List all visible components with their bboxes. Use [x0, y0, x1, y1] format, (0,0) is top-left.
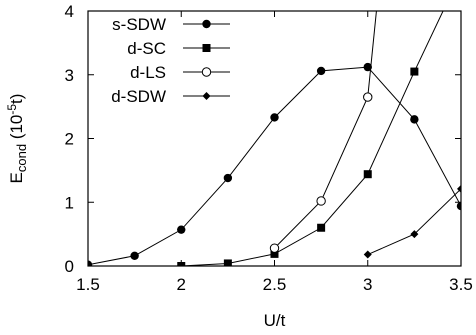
y-axis-title-base: E — [7, 172, 26, 183]
data-point — [270, 249, 279, 258]
x-tick-label: 2.5 — [263, 275, 287, 294]
y-tick-label: 0 — [65, 257, 74, 276]
x-tick-label: 3 — [363, 275, 372, 294]
data-point — [270, 113, 279, 122]
y-tick-label: 2 — [65, 130, 74, 149]
legend-item: s-SDW — [112, 15, 230, 34]
legend-item: d-LS — [130, 63, 230, 82]
legend-label: d-SC — [127, 39, 166, 58]
data-point — [457, 184, 461, 193]
y-axis-title-sub: cond — [14, 144, 29, 172]
data-point — [410, 67, 419, 76]
y-tick-label: 4 — [65, 2, 74, 21]
legend: s-SDW d-SC d-LS d-SDW — [111, 15, 230, 106]
data-point — [363, 92, 373, 102]
data-point — [177, 225, 186, 234]
data-point — [130, 251, 139, 260]
y-tick-label: 3 — [65, 66, 74, 85]
ticks-layer: 1.5 2 2.5 3 3.5 0 1 2 3 4 — [65, 2, 473, 294]
y-axis-title: Econd (10-5t) — [5, 94, 29, 184]
series-d-SC — [177, 11, 444, 266]
x-axis-title: U/t — [264, 311, 286, 330]
legend-item: d-SC — [127, 39, 230, 58]
legend-label: d-LS — [130, 63, 166, 82]
legend-marker — [202, 92, 211, 100]
data-point — [363, 250, 372, 259]
data-point — [410, 230, 419, 239]
data-point — [316, 66, 326, 76]
legend-marker — [202, 19, 211, 29]
y-tick-label: 1 — [65, 193, 74, 212]
x-tick-label: 2 — [177, 275, 186, 294]
legend-marker — [201, 67, 212, 77]
data-point — [363, 170, 372, 179]
data-point — [316, 196, 326, 206]
series-layer — [88, 11, 461, 266]
legend-label: s-SDW — [112, 15, 166, 34]
legend-item: d-SDW — [111, 87, 230, 106]
data-point — [410, 115, 419, 124]
legend-marker — [202, 44, 211, 52]
x-tick-label: 1.5 — [76, 275, 100, 294]
series-d-SDW — [363, 184, 461, 259]
data-point — [223, 173, 233, 183]
data-point — [269, 243, 280, 253]
series-line — [367, 188, 461, 255]
data-point — [88, 260, 93, 266]
series-line — [274, 11, 377, 249]
y-axis-title-unit-suffix: t) — [7, 94, 26, 104]
y-axis-title-unit-prefix: (10 — [7, 115, 26, 144]
data-point — [223, 259, 232, 266]
y-axis-title-unit-sup: -5 — [5, 104, 19, 115]
data-point — [317, 223, 326, 232]
data-point — [363, 62, 372, 72]
x-tick-label: 3.5 — [449, 275, 473, 294]
series-s-SDW — [88, 62, 461, 266]
data-point — [456, 201, 461, 211]
legend-label: d-SDW — [111, 87, 166, 106]
series-d-LS — [269, 11, 377, 253]
series-line — [181, 11, 444, 266]
